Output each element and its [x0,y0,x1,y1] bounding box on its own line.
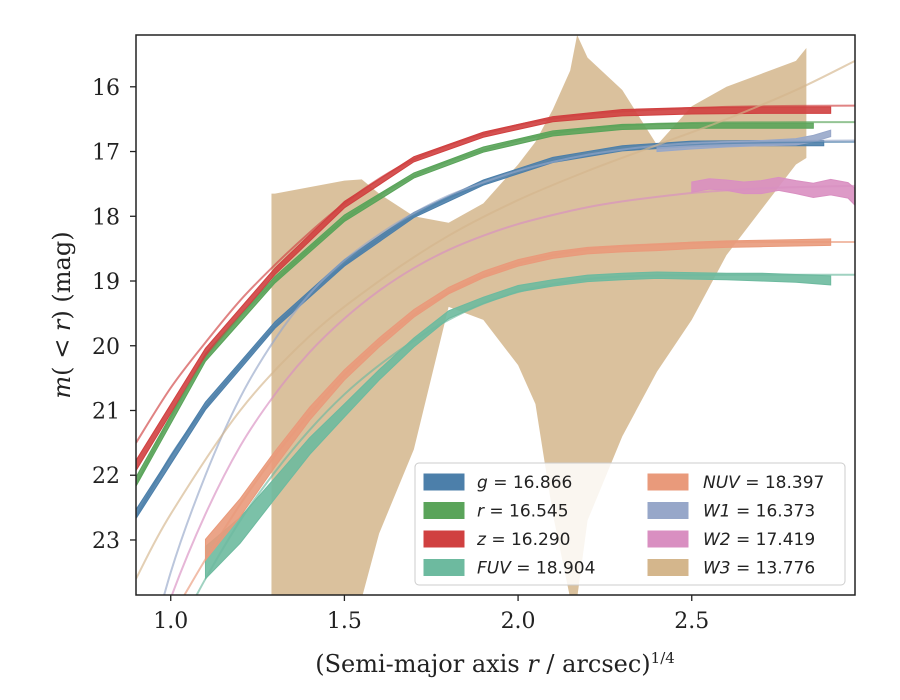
legend: g = 16.866 r = 16.545 z = 16.290 FUV = 18.9… [414,462,846,586]
legend-label-nuv: NUV = 18.397 [703,473,824,493]
legend-swatch-w2 [647,530,689,548]
plot-frame [135,34,856,596]
x-tick-label: 2.0 [501,609,536,634]
series-model-w2 [170,184,855,595]
y-tick-label: 16 [92,76,120,101]
y-tick-label: 23 [92,529,120,554]
legend-swatch-fuv [423,559,465,576]
legend-swatch-nuv [647,473,689,491]
series-model-nuv [183,240,855,595]
plot-area [136,35,855,595]
series-area-w3 [271,35,807,595]
legend-swatch-r [423,502,465,519]
legend-box [414,462,846,586]
series-band-fuv [204,271,832,581]
legend-label-g: g = 16.866 [477,473,572,493]
legend-label-z: z = 16.290 [476,530,570,550]
legend-label-w1: W1 = 16.373 [703,502,815,522]
x-tick-label: 2.5 [674,609,709,634]
x-axis-label: (Semi-major axis r / arcsec)1/4 [315,649,675,678]
y-axis: 16 17 18 19 20 21 22 23 [92,76,136,554]
legend-label-w2: W2 = 17.419 [703,530,815,550]
legend-swatch-g [423,473,465,491]
y-tick-label: 22 [92,464,120,489]
x-tick-label: 1.0 [153,609,188,634]
series-band-w2 [691,176,855,206]
y-tick-label: 20 [92,335,120,360]
y-tick-label: 19 [92,270,120,295]
series-model-w1 [163,139,855,595]
y-tick-label: 21 [92,399,120,424]
series-model-g [136,140,855,518]
legend-swatch-w1 [647,502,689,519]
series-model-fuv [195,273,855,595]
legend-swatch-z [423,530,465,548]
series-model-z [136,104,855,444]
legend-swatch-w3 [647,559,689,576]
y-tick-label: 17 [92,141,120,166]
series-band-r [136,122,814,488]
x-axis: 1.0 1.5 2.0 2.5 [153,595,709,634]
x-tick-label: 1.5 [327,609,362,634]
series-model-w3 [136,60,855,580]
legend-label-r: r = 16.545 [477,502,569,522]
y-tick-label: 18 [92,205,120,230]
legend-label-w3: W3 = 13.776 [703,559,815,579]
series-band-g [136,140,825,520]
legend-label-fuv: FUV = 18.904 [477,559,595,579]
series-band-nuv [204,238,832,562]
y-axis-label: m( < r) (mag) [48,231,76,398]
